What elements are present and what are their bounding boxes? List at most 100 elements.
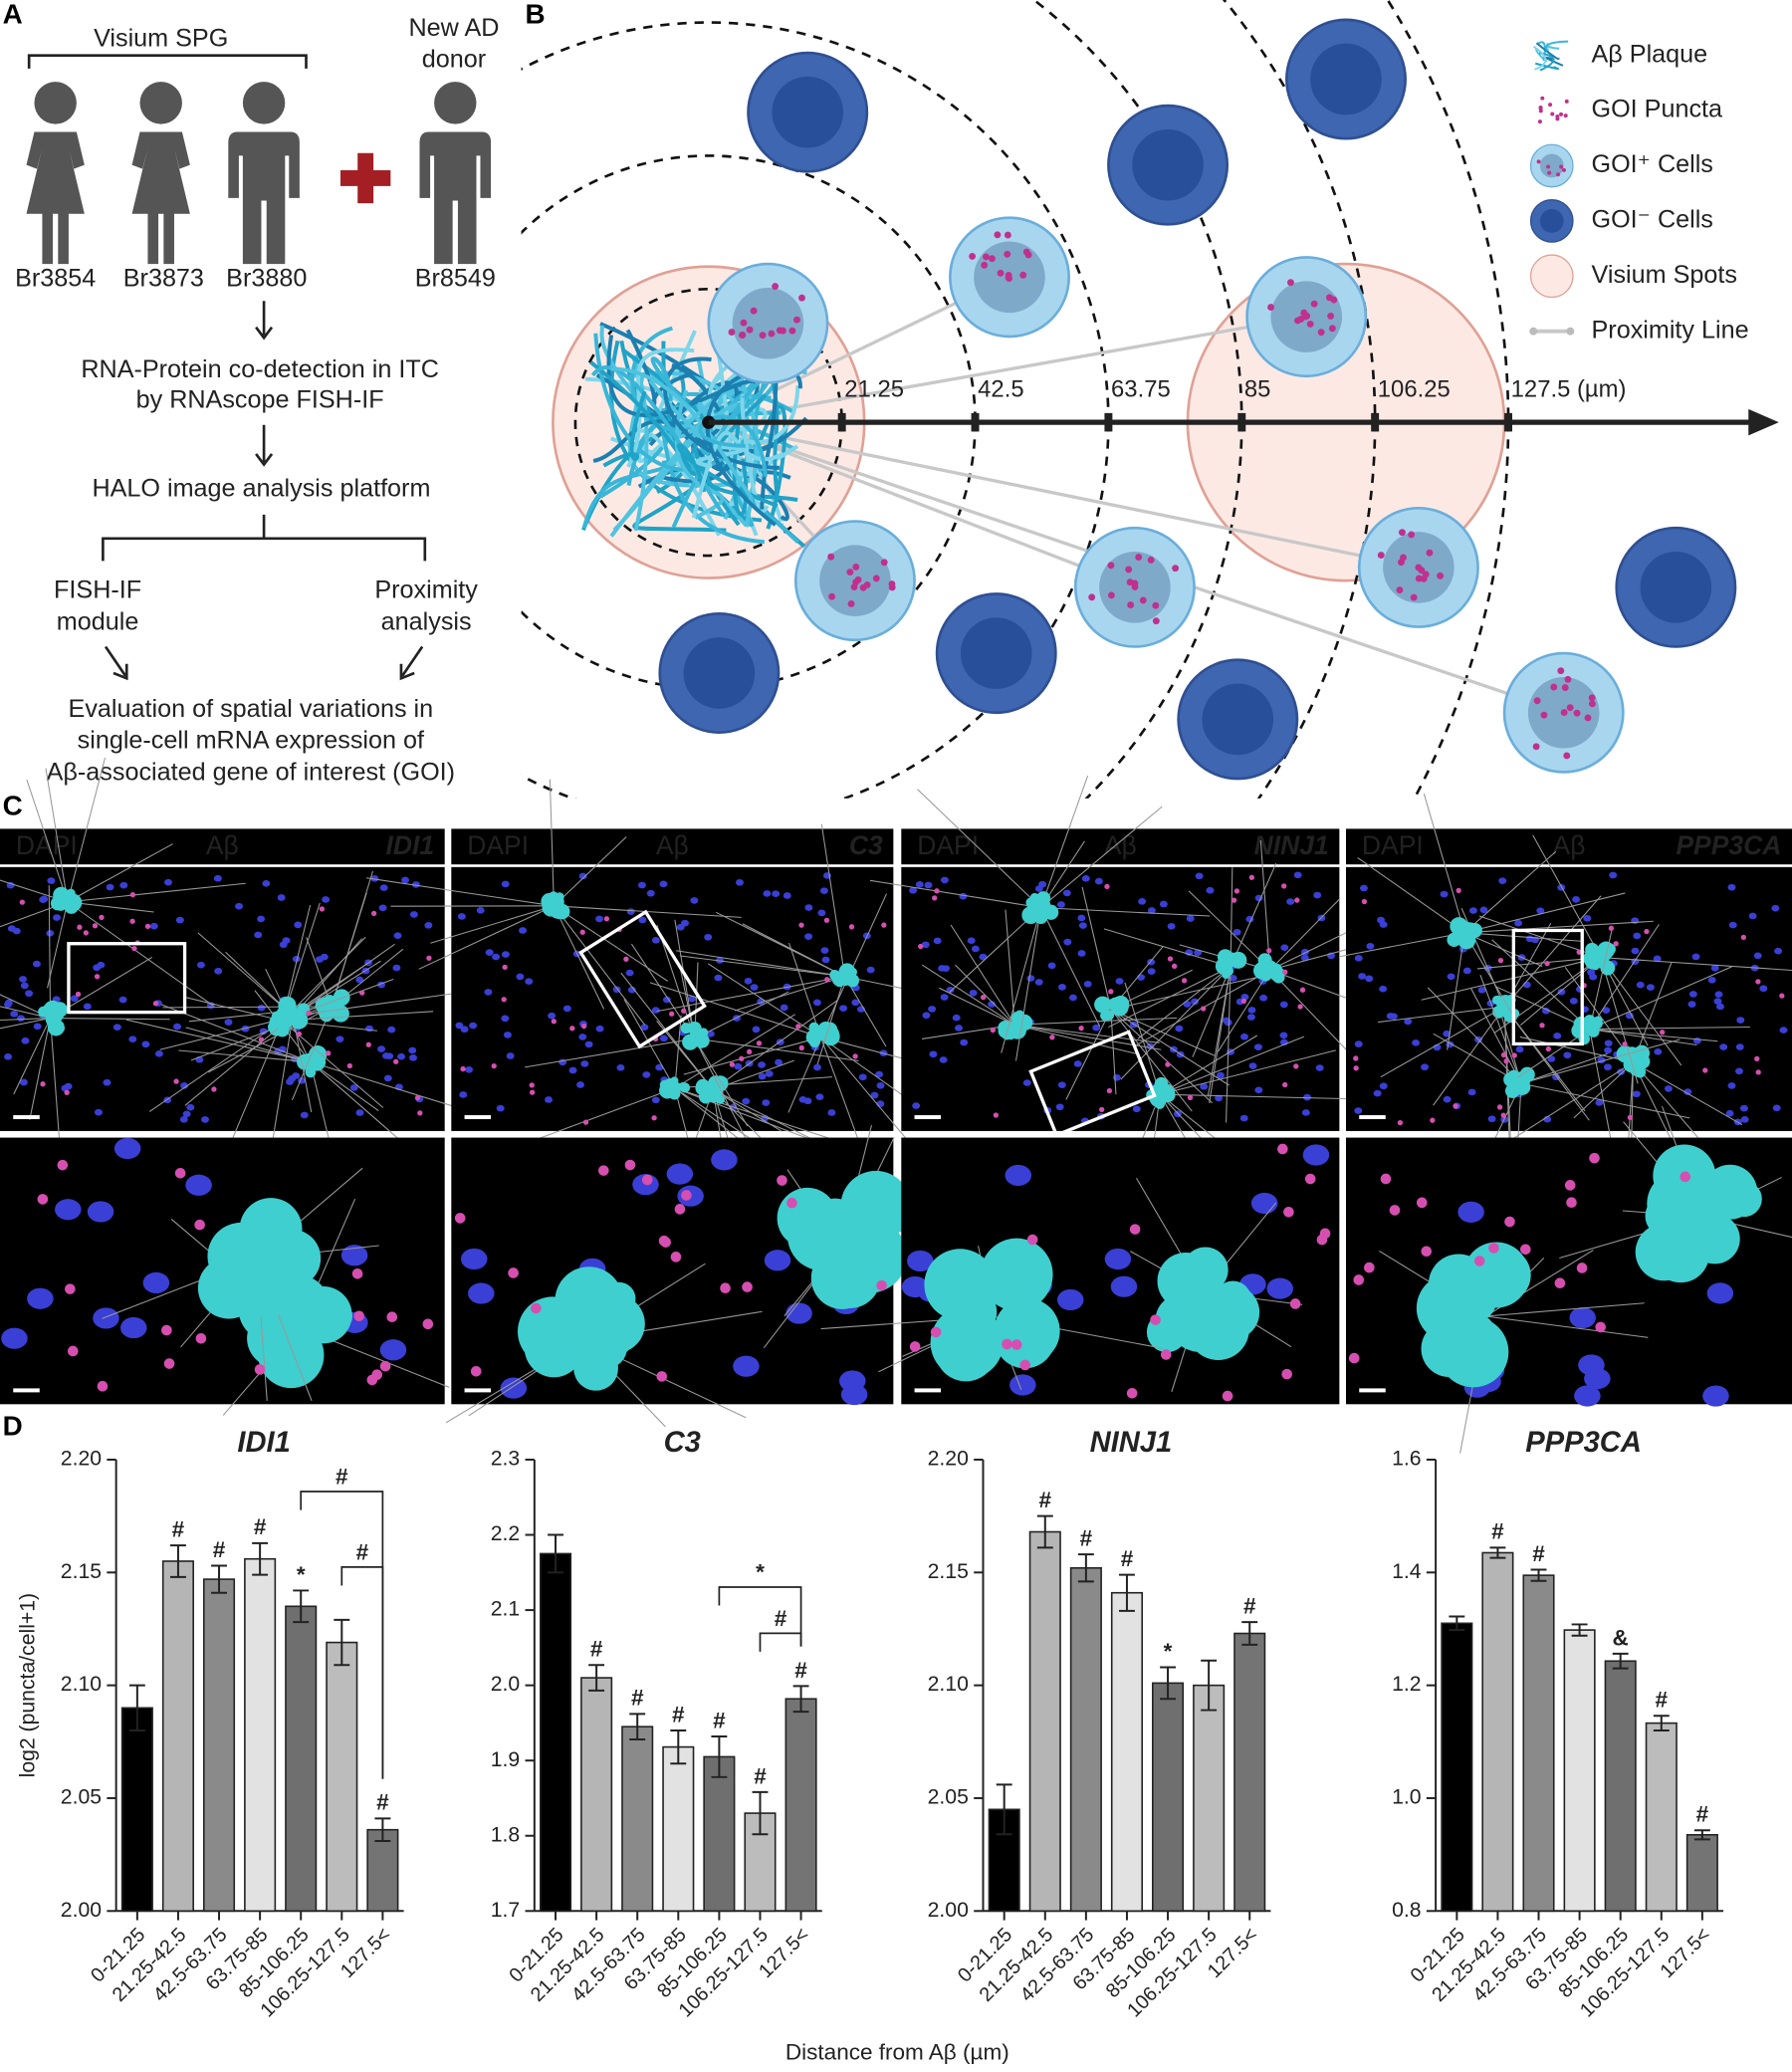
axis-tick — [971, 412, 980, 432]
plaque — [1725, 1181, 1762, 1218]
proximity-line — [67, 901, 214, 1007]
goi-puncta — [1306, 320, 1314, 328]
nucleus — [459, 1091, 468, 1098]
proximity-line — [293, 991, 467, 1017]
nucleus — [1005, 1164, 1032, 1187]
significance: # — [1656, 1688, 1669, 1713]
nucleus — [1034, 979, 1043, 986]
goi-puncta — [779, 327, 786, 335]
proximity-line — [1485, 1315, 1649, 1338]
significance: # — [631, 1686, 644, 1711]
nucleus — [1443, 1095, 1452, 1103]
nucleus — [455, 1022, 464, 1030]
nucleus — [1646, 984, 1655, 991]
channel-label: Aβ — [656, 830, 689, 860]
nucleus — [118, 996, 127, 1004]
y-tick-label: 1.7 — [491, 1899, 520, 1922]
nucleus — [1603, 1063, 1612, 1071]
nucleus — [733, 1355, 760, 1377]
nucleus — [27, 1287, 54, 1309]
significance: # — [590, 1637, 603, 1662]
goi-puncta — [129, 891, 136, 898]
proximity-line — [1040, 775, 1089, 908]
goi-puncta — [64, 1089, 70, 1095]
nucleus — [516, 973, 525, 981]
proximity-line — [1269, 969, 1348, 1051]
nucleus — [1404, 1018, 1413, 1026]
plaque — [1160, 1086, 1176, 1103]
nucleus — [4, 1052, 13, 1060]
nucleus — [1691, 953, 1700, 961]
legend-label: GOI Puncta — [1592, 96, 1723, 123]
legend-label: GOI⁺ Cells — [1592, 150, 1713, 178]
nucleus — [655, 1063, 664, 1071]
nucleus — [1183, 1001, 1192, 1008]
proximity-line — [787, 1036, 821, 1113]
head — [434, 82, 477, 124]
proximity-line — [208, 1006, 333, 1073]
goi-puncta — [422, 1318, 434, 1330]
goi-puncta — [1310, 300, 1318, 308]
goi-puncta — [491, 1062, 497, 1069]
goi-puncta — [1473, 1256, 1485, 1266]
header-bar — [901, 828, 1340, 865]
goi-puncta — [1561, 684, 1569, 691]
goi-puncta — [1129, 1224, 1141, 1235]
nucleus — [1310, 43, 1382, 115]
significance: # — [1039, 1488, 1052, 1512]
goi-puncta — [1106, 1087, 1113, 1094]
goi-puncta — [1496, 1104, 1503, 1110]
significance: # — [1491, 1519, 1504, 1544]
nucleus — [955, 1025, 963, 1032]
plaque — [930, 1305, 1004, 1379]
nucleus — [279, 941, 288, 949]
donor-id: Br3873 — [123, 265, 204, 293]
error-bar — [1077, 1553, 1094, 1583]
nucleus — [1073, 1060, 1082, 1067]
nucleus — [1373, 1089, 1382, 1097]
significance: # — [794, 1658, 807, 1683]
nucleus — [1078, 922, 1087, 929]
proximity-line — [26, 779, 69, 903]
channel-label: Aβ — [1104, 830, 1137, 860]
nucleus — [812, 999, 821, 1007]
nucleus — [106, 883, 114, 891]
legend-icon — [1545, 40, 1569, 51]
nucleus — [1159, 900, 1168, 908]
proximity-line — [1137, 966, 1232, 1039]
nucleus — [1654, 1047, 1663, 1055]
bar — [1604, 1660, 1637, 1913]
nucleus — [1229, 975, 1237, 982]
proximity-line — [1014, 1024, 1160, 1043]
goi-puncta — [848, 924, 855, 930]
proximity-line — [1378, 1006, 1505, 1024]
proximity-line — [734, 976, 845, 1012]
goi-puncta — [788, 327, 796, 335]
nucleus — [1110, 1275, 1138, 1297]
nucleus — [476, 906, 485, 914]
significance: # — [1121, 1546, 1134, 1571]
proximity-line — [1159, 1035, 1258, 1095]
nucleus — [292, 1072, 301, 1079]
nucleus — [1421, 1063, 1430, 1071]
nucleus — [750, 984, 759, 991]
arrow-head — [1748, 408, 1779, 436]
goi-puncta — [97, 1380, 109, 1392]
significance: * — [1164, 1639, 1173, 1664]
legend-icon — [1566, 327, 1575, 336]
error-bar — [629, 1713, 646, 1741]
plaque — [295, 1286, 352, 1344]
proximity-line — [819, 893, 888, 1037]
goi-puncta — [1564, 675, 1572, 683]
proximity-line — [549, 779, 555, 906]
goi-puncta — [1566, 1197, 1577, 1209]
error-bar — [334, 1618, 350, 1667]
nucleus — [1138, 898, 1147, 905]
goi-puncta — [847, 600, 855, 607]
goi-puncta — [1584, 714, 1592, 722]
proximity-line — [680, 955, 845, 978]
error-bar — [711, 1735, 728, 1778]
error-bar — [1693, 1829, 1710, 1841]
plaque — [994, 1297, 1060, 1364]
